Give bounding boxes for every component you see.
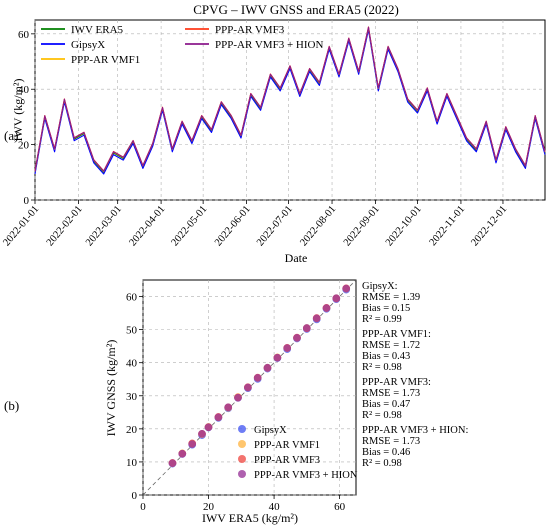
timeseries-x-tick-label: 2022-10-01	[384, 204, 424, 249]
timeseries-y-tick-label: 60	[18, 29, 30, 41]
stats-r2: R² = 0.98	[362, 410, 402, 421]
timeseries-y-ticks: 0 20 40 60	[18, 29, 35, 207]
scatter-legend-marker	[238, 470, 246, 478]
timeseries-chart: CPVG – IWV GNSS and ERA5 (2022) 0204060 …	[1, 2, 546, 265]
scatter-y-tick-label: 50	[126, 325, 138, 337]
timeseries-series	[34, 26, 546, 175]
timeseries-x-tick-label: 2022-01-01	[1, 204, 41, 249]
scatter-legend-label: GipsyX	[254, 425, 287, 436]
timeseries-x-tick-label: 2022-06-01	[213, 204, 253, 249]
stats-group-name: PPP-AR VMF3:	[362, 377, 431, 388]
timeseries-y-tick-label: 0	[24, 195, 30, 207]
one-to-one-line	[142, 279, 357, 496]
scatter-point	[253, 374, 262, 382]
timeseries-legend: IWV ERA5 GipsyX PPP-AR VMF1 PPP-AR VMF3 PPP-…	[41, 24, 323, 66]
timeseries-legend-label: PPP-AR VMF3 + HION	[215, 39, 323, 51]
stats-r2: R² = 0.99	[362, 314, 402, 325]
scatter-chart: 0 10 20 30 40 50 60 0 20 40 60 IWV ERA5 (kg/m²) I…	[104, 279, 358, 525]
scatter-point	[312, 314, 321, 323]
scatter-plot-frame	[142, 279, 357, 496]
timeseries-line-gipsyx	[34, 29, 546, 175]
stats-group-name: PPP-AR VMF1:	[362, 329, 431, 340]
scatter-point	[263, 363, 272, 372]
timeseries-x-tick-label: 2022-07-01	[255, 204, 295, 249]
scatter-x-ticks: 0 20 40 60	[140, 495, 346, 513]
scatter-y-axis-label: IWV GNSS (kg/m²)	[104, 340, 118, 437]
scatter-x-tick-label: 40	[269, 501, 281, 513]
panel-a-label: (a)	[4, 128, 18, 143]
timeseries-x-tick-label: 2022-02-01	[45, 204, 85, 249]
timeseries-legend-label: PPP-AR VMF3	[215, 24, 285, 36]
timeseries-legend-label: GipsyX	[71, 39, 105, 51]
scatter-legend: GipsyX PPP-AR VMF1 PPP-AR VMF3 PPP-AR VMF3 …	[238, 425, 358, 481]
scatter-x-tick-label: 20	[203, 501, 215, 513]
timeseries-title: CPVG – IWV GNSS and ERA5 (2022)	[193, 2, 399, 17]
scatter-point	[188, 440, 196, 448]
stats-bias: Bias = 0.47	[362, 399, 410, 410]
stats-group-name: GipsyX:	[362, 281, 398, 292]
timeseries-y-axis-label: IWV (kg/m²)	[11, 78, 25, 141]
scatter-y-tick-label: 30	[126, 391, 138, 403]
scatter-point	[332, 294, 341, 303]
scatter-y-tick-label: 10	[126, 457, 138, 469]
stats-r2: R² = 0.98	[362, 362, 402, 373]
scatter-legend-label: PPP-AR VMF3 + HION	[254, 470, 358, 481]
scatter-legend-marker	[238, 440, 246, 448]
scatter-y-tick-label: 20	[126, 424, 138, 436]
stats-rmse: RMSE = 1.72	[362, 340, 420, 351]
scatter-point	[214, 413, 223, 422]
scatter-x-tick-label: 0	[140, 501, 146, 513]
timeseries-x-tick-label: 2022-12-01	[469, 204, 509, 249]
scatter-x-axis-label: IWV ERA5 (kg/m²)	[202, 511, 298, 525]
scatter-point	[204, 423, 213, 432]
scatter-point	[302, 324, 311, 332]
scatter-point	[234, 393, 242, 402]
scatter-legend-marker	[238, 425, 246, 433]
scatter-point	[178, 449, 187, 458]
scatter-y-ticks: 0 10 20 30 40 50 60	[126, 292, 143, 502]
stats-rmse: RMSE = 1.39	[362, 292, 420, 303]
timeseries-line-ppp-ar-vmf3-hion	[34, 26, 546, 172]
panel-b-label: (b)	[4, 398, 19, 413]
timeseries-x-tick-label: 2022-09-01	[342, 204, 382, 249]
timeseries-x-tick-label: 2022-08-01	[298, 204, 338, 249]
timeseries-x-tick-label: 2022-03-01	[84, 204, 124, 249]
stats-r2: R² = 0.98	[362, 458, 402, 469]
stats-bias: Bias = 0.43	[362, 351, 410, 362]
scatter-point	[322, 304, 331, 312]
scatter-point	[342, 284, 351, 293]
stats-rmse: RMSE = 1.73	[362, 436, 420, 447]
scatter-y-tick-label: 60	[126, 292, 138, 304]
timeseries-x-ticks: 2022-01-01 2022-02-01 2022-03-01 2022-04-01…	[1, 200, 509, 248]
stats-rmse: RMSE = 1.73	[362, 388, 420, 399]
timeseries-x-axis-label: Date	[285, 251, 308, 265]
scatter-legend-label: PPP-AR VMF1	[254, 440, 320, 451]
scatter-y-tick-label: 40	[126, 358, 138, 370]
scatter-point	[224, 403, 232, 412]
timeseries-x-tick-label: 2022-05-01	[170, 204, 210, 249]
scatter-legend-label: PPP-AR VMF3	[254, 455, 320, 466]
scatter-y-tick-label: 0	[132, 490, 138, 502]
timeseries-x-tick-label: 2022-11-01	[428, 204, 468, 248]
stats-bias: Bias = 0.15	[362, 303, 410, 314]
scatter-point	[293, 334, 301, 342]
scatter-series	[168, 284, 351, 468]
timeseries-x-tick-label: 2022-04-01	[127, 204, 167, 249]
stats-group-name: PPP-AR VMF3 + HION:	[362, 425, 468, 436]
scatter-point	[168, 459, 177, 468]
scatter-x-tick-label: 60	[334, 501, 346, 513]
scatter-point	[198, 429, 206, 438]
scatter-point	[283, 344, 292, 352]
scatter-legend-marker	[238, 455, 246, 463]
timeseries-legend-label: PPP-AR VMF1	[71, 54, 140, 66]
timeseries-y-tick-label: 40	[18, 84, 30, 96]
timeseries-y-tick-label: 20	[18, 140, 30, 152]
scatter-point	[273, 353, 282, 362]
timeseries-legend-label: IWV ERA5	[71, 24, 124, 36]
stats-bias: Bias = 0.46	[362, 447, 410, 458]
scatter-point	[244, 383, 252, 392]
